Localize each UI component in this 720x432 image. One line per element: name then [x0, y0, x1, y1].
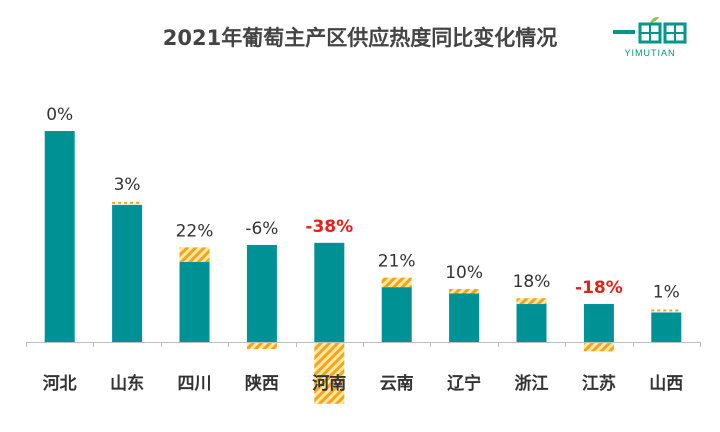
logo-text: YIMUTIAN: [624, 48, 676, 58]
x-tick-label: 江苏: [582, 373, 616, 394]
bar: [516, 304, 547, 342]
data-label: 21%: [378, 252, 416, 272]
bar: [179, 261, 210, 342]
bar: [112, 204, 143, 342]
change-segment-increase: [179, 247, 210, 262]
change-segment-increase: [381, 277, 412, 288]
chart-title: 2021年葡萄主产区供应热度同比变化情况: [162, 26, 558, 50]
x-tick-label: 辽宁: [447, 373, 481, 394]
x-tick-label: 河南: [312, 373, 346, 394]
yimutian-logo: YIMUTIAN: [607, 14, 693, 62]
x-tick-label: 四川: [178, 374, 212, 394]
change-segment-increase: [516, 298, 547, 305]
x-tick-label: 河北: [43, 374, 77, 394]
bar: [246, 244, 277, 342]
data-label: -6%: [245, 219, 278, 239]
data-label: 10%: [445, 263, 483, 283]
change-segment-increase: [449, 289, 480, 294]
x-tick-label: 陕西: [245, 373, 279, 394]
bar: [583, 304, 614, 342]
change-segment-decrease: [314, 343, 345, 404]
data-label: 1%: [653, 282, 680, 302]
data-label: 3%: [114, 175, 141, 195]
change-segment-decrease: [583, 343, 614, 352]
data-label: 0%: [46, 105, 73, 125]
bar: [314, 242, 345, 342]
bar: [651, 312, 682, 342]
data-label: 18%: [513, 272, 551, 292]
bar: [381, 287, 412, 342]
bar: [449, 293, 480, 342]
x-tick-label: 浙江: [515, 373, 549, 394]
yimutian-logo-icon: [613, 16, 687, 44]
x-tick-label: 云南: [380, 373, 414, 394]
data-label: -18%: [575, 278, 623, 298]
x-tick-label: 山东: [110, 373, 144, 394]
bar: [44, 131, 75, 342]
data-label: 22%: [176, 221, 214, 241]
x-tick-label: 山西: [649, 374, 683, 394]
data-label: -38%: [305, 217, 353, 237]
change-segment-decrease: [246, 343, 277, 350]
